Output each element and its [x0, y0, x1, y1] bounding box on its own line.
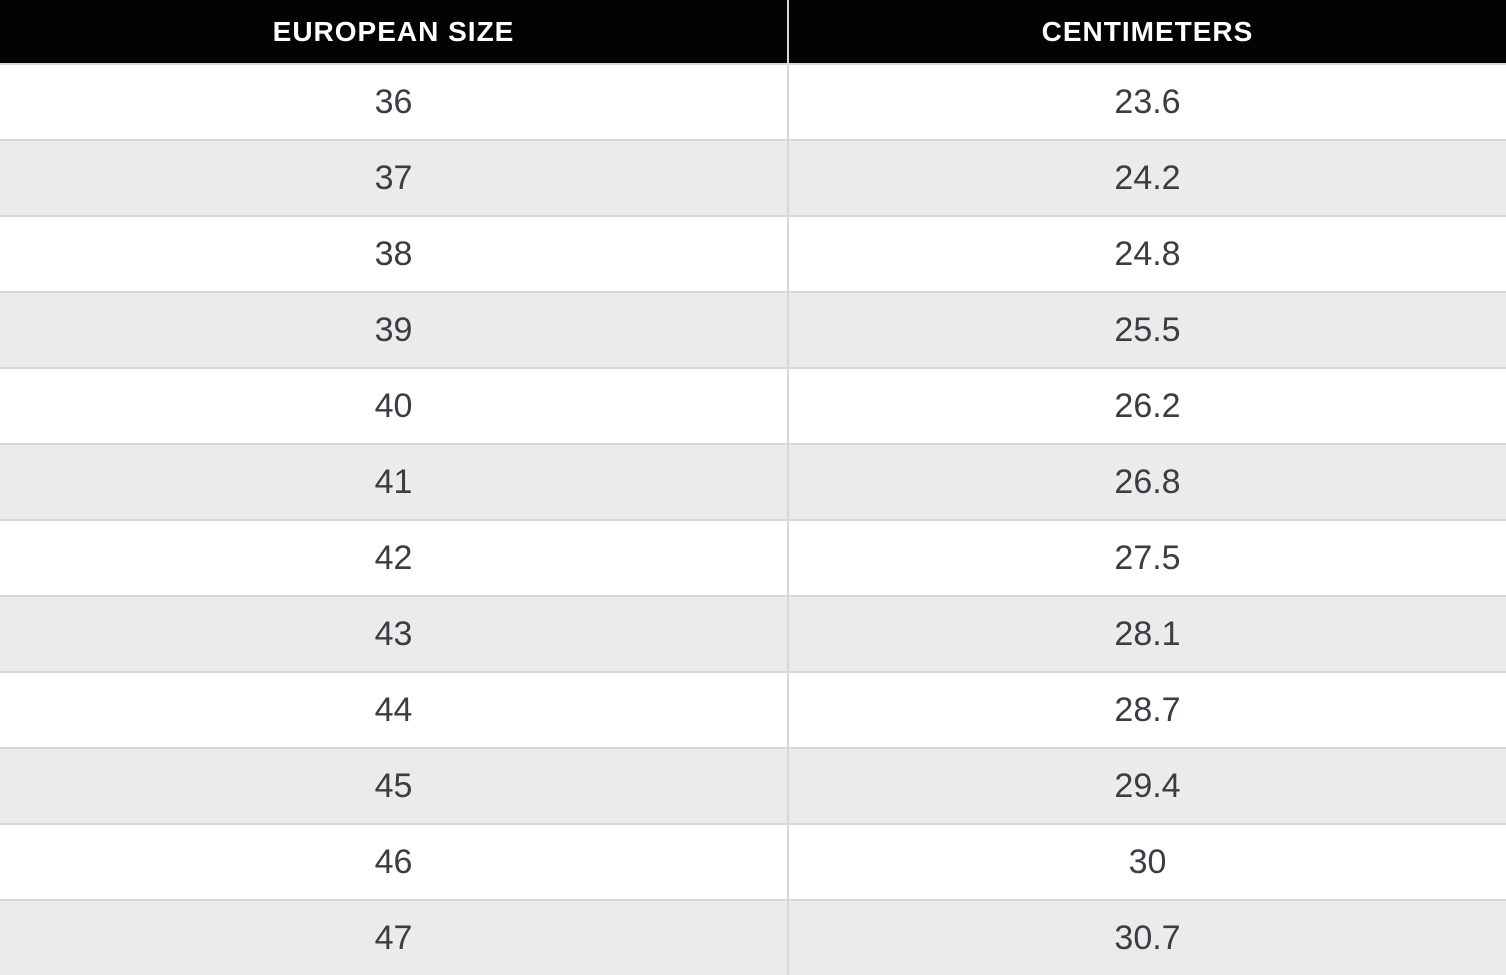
centimeters-cell: 26.2 — [788, 367, 1506, 444]
eu-size-cell: 40 — [0, 367, 789, 444]
table-row: 44 28.7 — [0, 671, 1506, 748]
eu-size-cell: 36 — [0, 64, 789, 140]
header-row: EUROPEAN SIZE CENTIMETERS — [0, 0, 1506, 65]
centimeters-cell: 30 — [788, 823, 1506, 900]
centimeters-cell: 29.4 — [788, 747, 1506, 824]
table-header: EUROPEAN SIZE CENTIMETERS — [0, 0, 1506, 65]
column-header-european-size: EUROPEAN SIZE — [0, 0, 789, 65]
eu-size-cell: 42 — [0, 519, 789, 596]
table-row: 37 24.2 — [0, 139, 1506, 216]
eu-size-cell: 45 — [0, 747, 789, 824]
table-row: 42 27.5 — [0, 519, 1506, 596]
eu-size-cell: 37 — [0, 139, 789, 216]
centimeters-cell: 23.6 — [788, 64, 1506, 140]
eu-size-cell: 47 — [0, 899, 789, 975]
centimeters-cell: 26.8 — [788, 443, 1506, 520]
table-row: 40 26.2 — [0, 367, 1506, 444]
table-row: 38 24.8 — [0, 215, 1506, 292]
eu-size-cell: 38 — [0, 215, 789, 292]
table-row: 39 25.5 — [0, 291, 1506, 368]
centimeters-cell: 30.7 — [788, 899, 1506, 975]
column-header-centimeters: CENTIMETERS — [788, 0, 1506, 65]
eu-size-cell: 43 — [0, 595, 789, 672]
table-row: 46 30 — [0, 823, 1506, 900]
eu-size-cell: 46 — [0, 823, 789, 900]
table-body: 36 23.6 37 24.2 38 24.8 39 25.5 40 26.2 41 26.8 42 27… — [0, 64, 1506, 975]
centimeters-cell: 28.7 — [788, 671, 1506, 748]
centimeters-cell: 24.8 — [788, 215, 1506, 292]
centimeters-cell: 25.5 — [788, 291, 1506, 368]
table-row: 36 23.6 — [0, 64, 1506, 140]
centimeters-cell: 24.2 — [788, 139, 1506, 216]
table-row: 47 30.7 — [0, 899, 1506, 975]
table-row: 41 26.8 — [0, 443, 1506, 520]
centimeters-cell: 28.1 — [788, 595, 1506, 672]
eu-size-cell: 44 — [0, 671, 789, 748]
table-row: 45 29.4 — [0, 747, 1506, 824]
centimeters-cell: 27.5 — [788, 519, 1506, 596]
eu-size-cell: 39 — [0, 291, 789, 368]
eu-size-cell: 41 — [0, 443, 789, 520]
table-row: 43 28.1 — [0, 595, 1506, 672]
